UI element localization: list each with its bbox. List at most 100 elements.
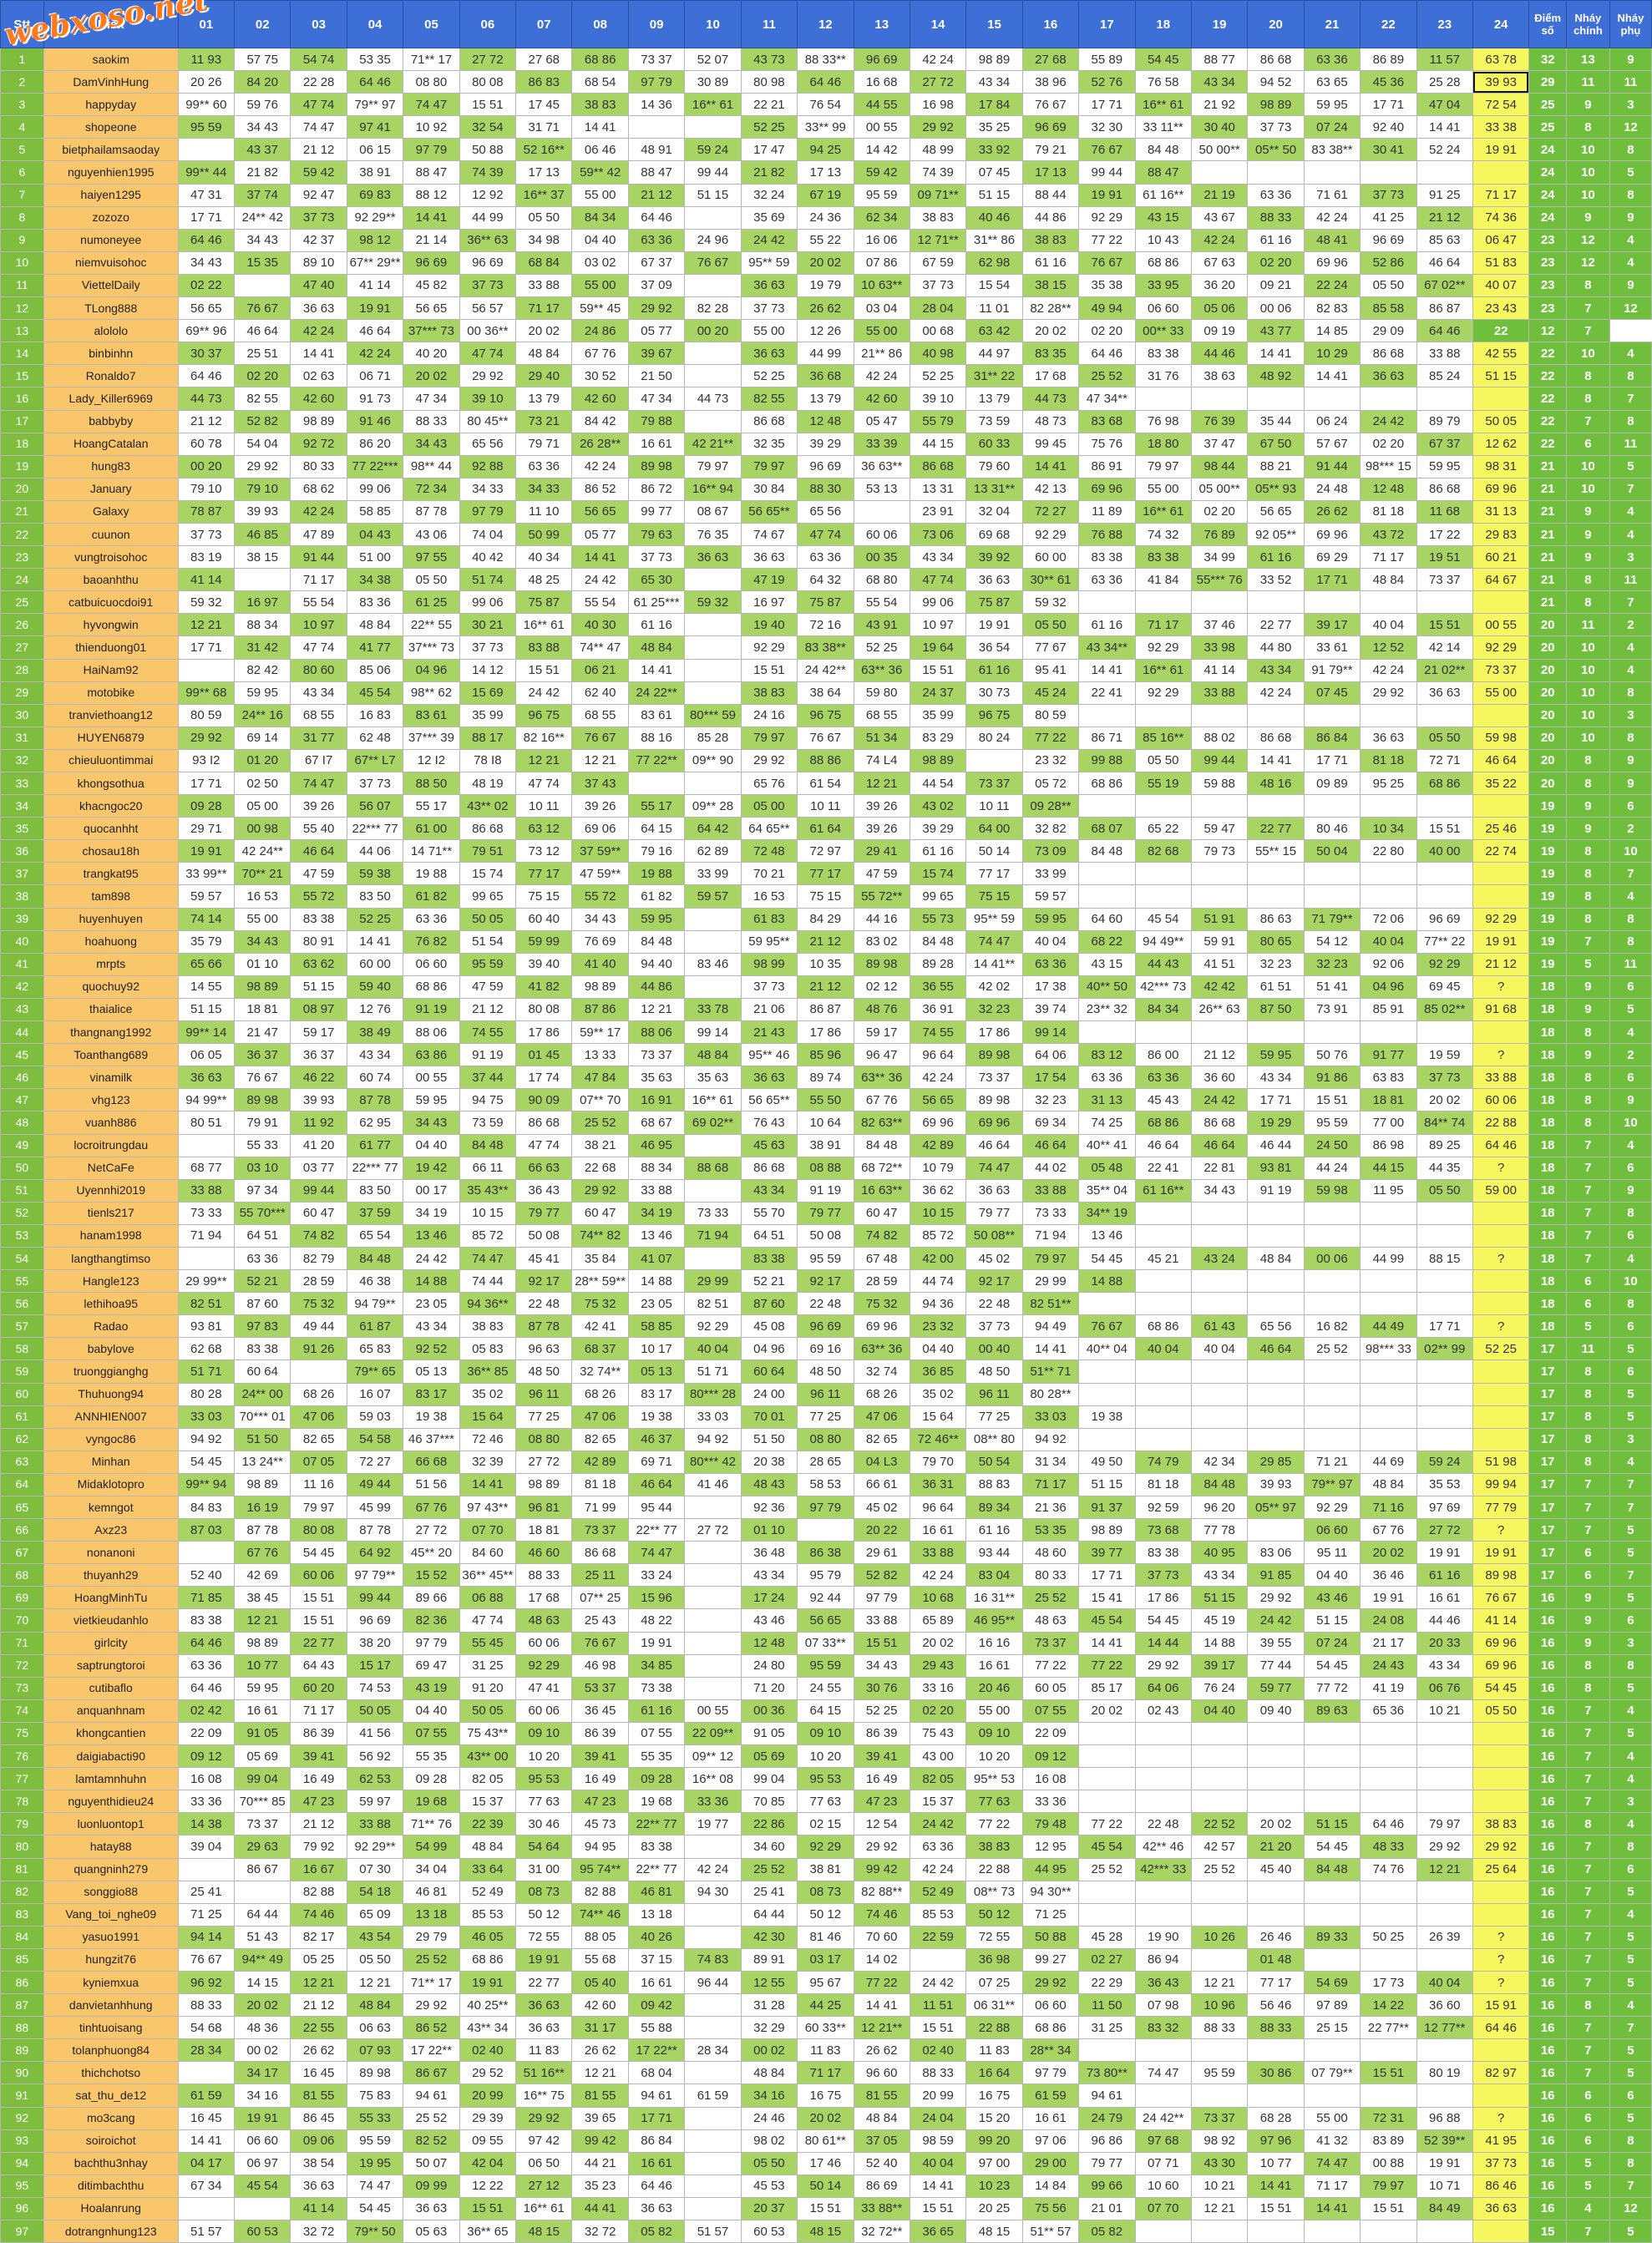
player-nick[interactable]: lethihoa95 (43, 1292, 179, 1316)
player-nick[interactable]: HoangMinhTu (43, 1586, 179, 1610)
player-nick[interactable]: hatay88 (43, 1835, 179, 1859)
player-nick[interactable]: tinhtuoisang (43, 2016, 179, 2040)
player-nick[interactable]: vuanh886 (43, 1111, 179, 1135)
player-nick[interactable]: haiyen1295 (43, 183, 179, 207)
player-nick[interactable]: baoanhthu (43, 568, 179, 592)
prediction-cell: 40** 41 (1078, 1133, 1136, 1157)
player-nick[interactable]: daigiabacti90 (43, 1744, 179, 1769)
player-nick[interactable]: truonggianghg (43, 1359, 179, 1384)
player-nick[interactable]: ViettelDaily (43, 273, 179, 298)
player-nick[interactable]: locroitrungdau (43, 1133, 179, 1157)
player-nick[interactable]: babylove (43, 1337, 179, 1361)
player-nick[interactable]: bachthu3nhay (43, 2151, 179, 2175)
player-nick[interactable]: anquanhnam (43, 1699, 179, 1723)
player-nick[interactable]: hung83 (43, 454, 179, 478)
prediction-cell: 10 92 (403, 115, 460, 139)
player-nick[interactable]: hoahuong (43, 929, 179, 954)
player-nick[interactable]: soiroichot (43, 2129, 179, 2153)
player-nick[interactable]: sat_thu_de12 (43, 2084, 179, 2108)
player-nick[interactable]: HaiNam92 (43, 658, 179, 682)
player-nick[interactable]: khacngoc20 (43, 794, 179, 818)
player-nick[interactable]: Axz23 (43, 1518, 179, 1542)
player-nick[interactable]: chosau18h (43, 839, 179, 863)
player-nick[interactable]: vinamilk (43, 1066, 179, 1090)
player-nick[interactable]: dotrangnhung123 (43, 2219, 179, 2243)
player-nick[interactable]: thienduong01 (43, 635, 179, 660)
player-nick[interactable]: quocanhht (43, 817, 179, 841)
player-nick[interactable]: Hoalanrung (43, 2196, 179, 2221)
player-nick[interactable]: Hangle123 (43, 1269, 179, 1294)
player-nick[interactable]: tienls217 (43, 1201, 179, 1225)
player-nick[interactable]: danvietanhhung (43, 1993, 179, 2018)
player-nick[interactable]: Vang_toi_nghe09 (43, 1902, 179, 1927)
player-nick[interactable]: hungzit76 (43, 1947, 179, 1972)
player-nick[interactable]: bietphailamsaoday (43, 138, 179, 162)
player-nick[interactable]: quangninh279 (43, 1857, 179, 1881)
player-nick[interactable]: trangkat95 (43, 862, 179, 886)
player-nick[interactable]: Thuhuong94 (43, 1382, 179, 1406)
player-nick[interactable]: HUYEN6879 (43, 726, 179, 750)
player-nick[interactable]: numoneyee (43, 228, 179, 252)
player-nick[interactable]: ANNHIEN007 (43, 1405, 179, 1429)
player-nick[interactable]: thangnang1992 (43, 1020, 179, 1045)
player-nick[interactable]: nguyenhien1995 (43, 160, 179, 185)
player-nick[interactable]: thaialice (43, 997, 179, 1022)
player-nick[interactable]: langthangtimso (43, 1246, 179, 1271)
player-nick[interactable]: DamVinhHung (43, 70, 179, 94)
player-nick[interactable]: kemngot (43, 1495, 179, 1520)
player-nick[interactable]: motobike (43, 681, 179, 705)
player-nick[interactable]: Lady_Killer6969 (43, 387, 179, 411)
player-nick[interactable]: Ronaldo7 (43, 364, 179, 388)
player-nick[interactable]: Minhan (43, 1450, 179, 1474)
player-nick[interactable]: saokim (43, 47, 179, 72)
player-nick[interactable]: khongsothua (43, 771, 179, 796)
player-nick[interactable]: HoangCatalan (43, 432, 179, 456)
player-nick[interactable]: mo3cang (43, 2106, 179, 2130)
player-nick[interactable]: thuyanh29 (43, 1563, 179, 1587)
player-nick[interactable]: nguyenthidieu24 (43, 1790, 179, 1814)
player-nick[interactable]: Uyennhi2019 (43, 1178, 179, 1203)
player-nick[interactable]: saptrungtoroi (43, 1653, 179, 1678)
player-nick[interactable]: luonluontop1 (43, 1812, 179, 1836)
player-nick[interactable]: cutibaflo (43, 1676, 179, 1700)
player-nick[interactable]: tolanphuong84 (43, 2038, 179, 2063)
player-nick[interactable]: tranviethoang12 (43, 703, 179, 727)
player-nick[interactable]: khongcantien (43, 1721, 179, 1746)
player-nick[interactable]: catbuicuocdoi91 (43, 590, 179, 615)
player-nick[interactable]: vungtroisohoc (43, 545, 179, 570)
player-nick[interactable]: Radao (43, 1314, 179, 1339)
player-nick[interactable]: quochuy92 (43, 975, 179, 999)
player-nick[interactable]: January (43, 477, 179, 501)
player-nick[interactable]: mrpts (43, 952, 179, 976)
player-nick[interactable]: lamtamnhuhn (43, 1767, 179, 1791)
player-nick[interactable]: huyenhuyen (43, 907, 179, 931)
player-nick[interactable]: niemvuisohoc (43, 251, 179, 275)
player-nick[interactable]: chieuluontimmai (43, 748, 179, 773)
prediction-cell: 95** 59 (740, 251, 798, 275)
player-nick[interactable]: thichchotso (43, 2061, 179, 2085)
player-nick[interactable]: Midaklotopro (43, 1472, 179, 1497)
player-nick[interactable]: songgio88 (43, 1880, 179, 1904)
player-nick[interactable]: Galaxy (43, 499, 179, 524)
player-nick[interactable]: vyngoc86 (43, 1427, 179, 1451)
player-nick[interactable]: girlcity (43, 1631, 179, 1655)
player-nick[interactable]: happyday (43, 93, 179, 117)
player-nick[interactable]: nonanoni (43, 1541, 179, 1565)
player-nick[interactable]: kyniemxua (43, 1970, 179, 1995)
player-nick[interactable]: ditimbachthu (43, 2174, 179, 2198)
player-nick[interactable]: babbyby (43, 409, 179, 433)
player-nick[interactable]: TLong888 (43, 296, 179, 321)
player-nick[interactable]: cuunon (43, 522, 179, 547)
player-nick[interactable]: vietkieudanhlo (43, 1608, 179, 1633)
player-nick[interactable]: NetCaFe (43, 1156, 179, 1180)
player-nick[interactable]: Toanthang689 (43, 1043, 179, 1067)
player-nick[interactable]: vhg123 (43, 1088, 179, 1112)
player-nick[interactable]: binbinhn (43, 342, 179, 366)
player-nick[interactable]: alololo (43, 319, 179, 343)
player-nick[interactable]: hyvongwin (43, 613, 179, 637)
player-nick[interactable]: shopeone (43, 115, 179, 139)
player-nick[interactable]: hanam1998 (43, 1223, 179, 1248)
player-nick[interactable]: zozozo (43, 205, 179, 230)
player-nick[interactable]: yasuo1991 (43, 1925, 179, 1949)
player-nick[interactable]: tam898 (43, 884, 179, 909)
